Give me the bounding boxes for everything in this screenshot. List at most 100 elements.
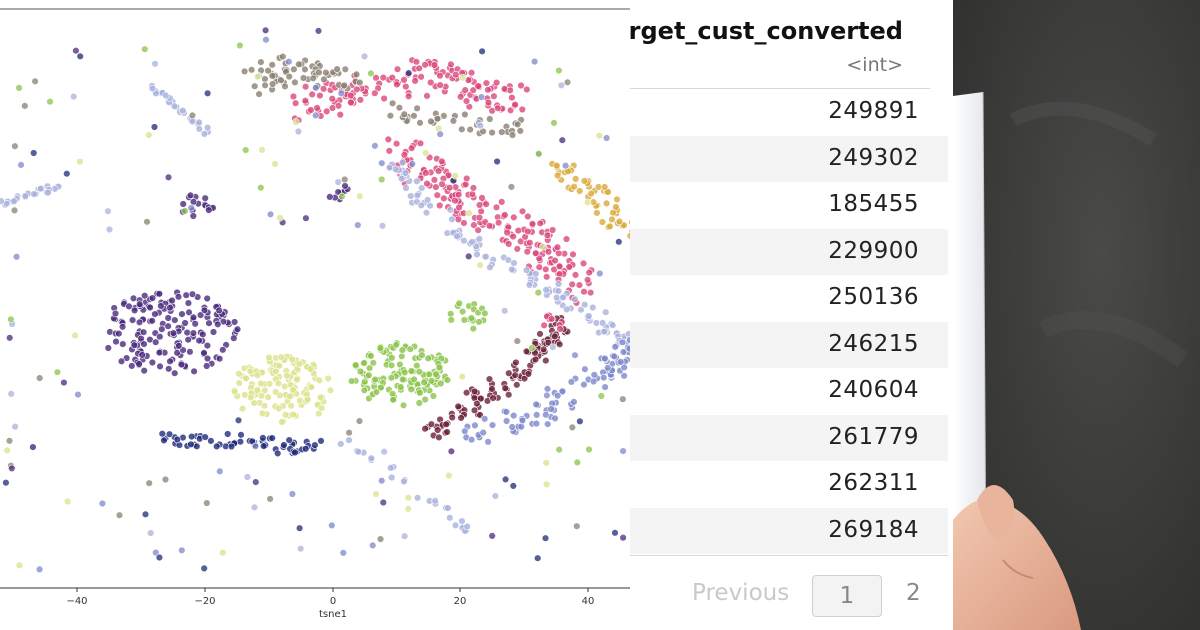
scatter-point <box>443 376 452 384</box>
scatter-point <box>577 306 585 314</box>
scatter-point <box>200 564 208 573</box>
scatter-point <box>177 360 186 369</box>
scatter-point <box>408 160 416 168</box>
scatter-point <box>166 357 174 365</box>
scatter-point <box>160 436 168 445</box>
scatter-point <box>449 117 458 125</box>
scatter-point <box>277 76 285 84</box>
current-page-button[interactable]: 1 <box>812 575 882 617</box>
scatter-point <box>477 93 486 101</box>
scatter-point <box>289 410 297 419</box>
scatter-point <box>404 505 412 513</box>
scatter-point <box>324 374 332 383</box>
scatter-point <box>399 158 407 167</box>
scatter-point <box>488 421 497 429</box>
scatter-point <box>533 554 542 562</box>
scatter-point <box>379 73 387 82</box>
scatter-point <box>181 207 189 215</box>
scatter-point <box>590 371 598 379</box>
scatter-point <box>315 376 323 384</box>
scatter-point <box>526 239 534 247</box>
scatter-point <box>615 217 624 226</box>
scatter-point <box>460 237 468 245</box>
scatter-point <box>454 402 462 411</box>
thumb <box>977 485 1015 540</box>
scatter-point <box>565 263 573 271</box>
scatter-point <box>466 125 474 134</box>
scatter-point <box>427 78 435 87</box>
scatter-point <box>489 394 497 402</box>
scatter-point <box>289 386 297 394</box>
scatter-point <box>295 360 303 368</box>
scatter-point <box>399 401 408 409</box>
scatter-point <box>555 66 563 75</box>
scatter-point <box>400 110 408 118</box>
scatter-point <box>570 183 578 191</box>
scatter-point <box>541 265 550 273</box>
scatter-point <box>431 497 439 505</box>
scatter-point <box>448 413 456 422</box>
scatter-point <box>7 390 15 398</box>
scatter-point <box>186 348 194 356</box>
scatter-point <box>323 107 331 116</box>
scatter-point <box>63 497 72 506</box>
scatter-point <box>258 409 266 418</box>
scatter-point <box>599 373 608 382</box>
scatter-point <box>488 385 496 393</box>
scatter-point <box>285 57 293 66</box>
scatter-point <box>540 321 548 329</box>
scatter-point <box>0 197 5 205</box>
scatter-point <box>168 296 176 305</box>
scatter-point <box>626 232 630 240</box>
scatter-point <box>261 81 269 90</box>
scatter-point <box>372 74 380 82</box>
scatter-point <box>184 336 192 344</box>
scatter-point <box>257 379 265 388</box>
scatter-point <box>400 477 408 486</box>
scatter-point <box>444 504 452 512</box>
scatter-point <box>8 464 16 473</box>
scatter-point <box>410 112 418 120</box>
scatter-point <box>580 301 589 309</box>
cell-value: 250136 <box>828 284 919 310</box>
scatter-point <box>401 368 409 377</box>
scatter-point <box>11 423 19 431</box>
scatter-point <box>302 214 310 222</box>
scatter-point <box>460 316 468 324</box>
scatter-point <box>293 375 301 384</box>
scatter-point <box>532 270 540 278</box>
previous-page-button[interactable]: Previous <box>692 580 790 606</box>
scatter-point <box>532 249 540 257</box>
scatter-point <box>557 81 566 90</box>
scatter-point <box>507 183 516 191</box>
table-row: 249302 <box>630 135 948 182</box>
scatter-point <box>301 96 309 105</box>
scatter-point <box>319 85 328 93</box>
scatter-point <box>387 464 395 472</box>
scatter-point <box>517 81 525 90</box>
scatter-point <box>505 369 513 377</box>
scatter-point <box>189 313 198 322</box>
scatter-point <box>600 328 608 336</box>
scatter-point <box>484 438 492 446</box>
scatter-point <box>435 363 444 372</box>
next-page-button[interactable]: 2 <box>906 580 921 606</box>
scatter-point <box>392 341 400 349</box>
scatter-point <box>306 365 315 373</box>
scatter-point <box>562 235 571 243</box>
scatter-point <box>576 417 584 425</box>
scatter-point <box>395 103 404 112</box>
scatter-point <box>219 548 227 557</box>
scatter-point <box>240 67 249 76</box>
scatter-point <box>271 160 279 168</box>
scatter-point <box>242 146 250 154</box>
scatter-point <box>35 374 44 382</box>
scatter-point <box>304 395 312 404</box>
scatter-point <box>470 387 479 396</box>
scatter-point <box>423 92 431 100</box>
column-header[interactable]: arget_cust_converted <int> <box>630 0 930 89</box>
scatter-point <box>148 317 156 325</box>
scatter-point <box>104 207 112 215</box>
scatter-point <box>611 343 619 351</box>
scatter-point <box>407 367 415 375</box>
